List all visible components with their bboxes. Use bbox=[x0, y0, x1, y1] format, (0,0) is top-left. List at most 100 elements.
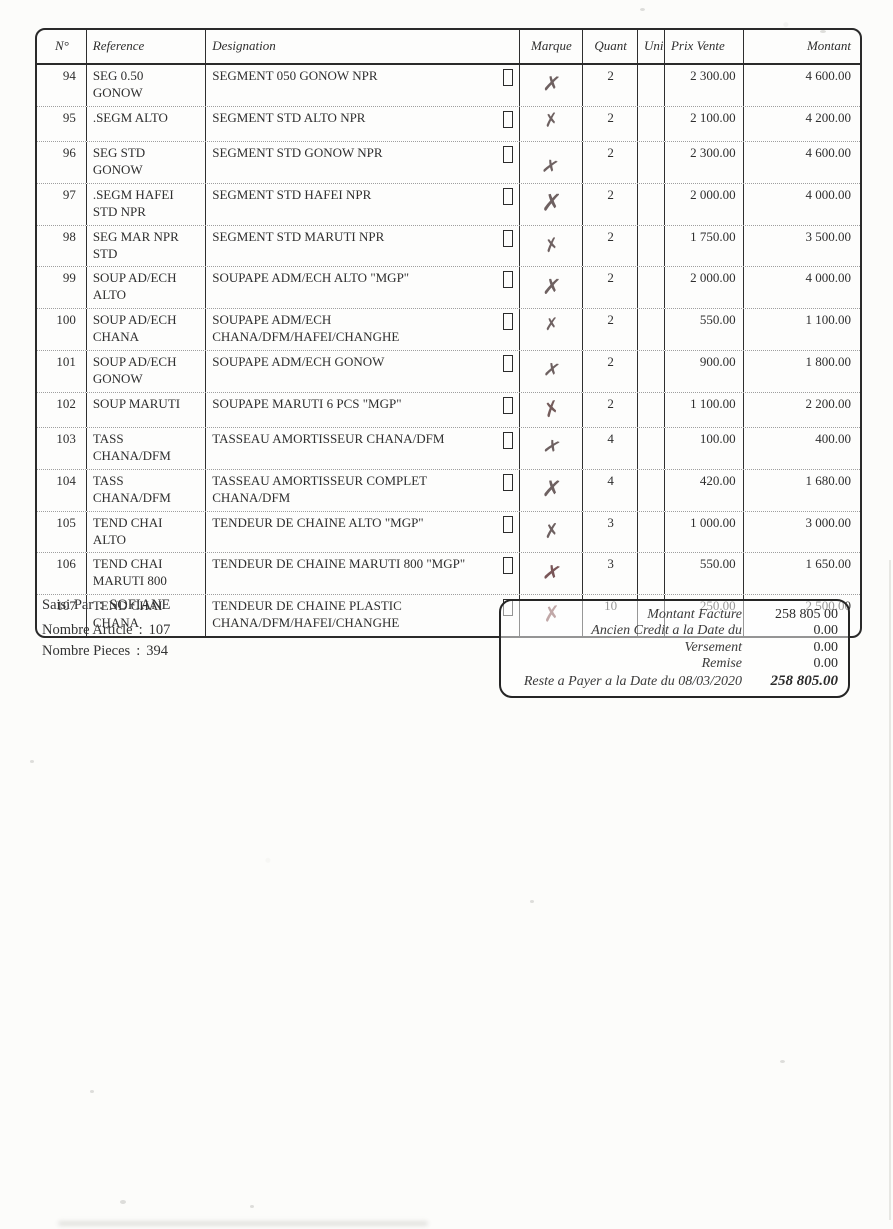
table-row: 101 SOUP AD/ECH GONOW SOUPAPE ADM/ECH GO… bbox=[37, 349, 860, 392]
header-unit: Unit bbox=[638, 30, 665, 63]
designation-text: TASSEAU AMORTISSEUR CHANA/DFM bbox=[212, 431, 445, 447]
ancien-credit-label: Ancien Credit a la Date du bbox=[591, 623, 742, 639]
cell-marque: ✗ bbox=[520, 428, 584, 469]
saisi-par-line: Saisi Par: SOFIANE bbox=[42, 597, 170, 614]
cell-designation: SEGMENT STD HAFEI NPR bbox=[206, 183, 520, 225]
handwritten-x-mark-icon: ✗ bbox=[540, 558, 563, 587]
cell-marque: ✗ bbox=[520, 65, 584, 106]
cell-designation: SOUPAPE MARUTI 6 PCS "MGP" bbox=[206, 392, 520, 428]
cell-designation: TENDEUR DE CHAINE PLASTIC CHANA/DFM/HAFE… bbox=[206, 595, 520, 636]
cell-reference: TASS CHANA/DFM bbox=[87, 469, 207, 511]
totals-row-versement: Versement 0.00 bbox=[511, 640, 838, 655]
cell-prix-vente: 1 000.00 bbox=[665, 511, 744, 553]
cell-item-number: 101 bbox=[37, 350, 87, 392]
cell-prix-vente: 550.00 bbox=[665, 309, 744, 350]
cell-marque: ✗ bbox=[520, 511, 584, 553]
cell-prix-vente: 2 300.00 bbox=[665, 65, 744, 106]
cell-reference: TASS CHANA/DFM bbox=[87, 428, 207, 469]
table-header-row: N° Reference Designation Marque Quant Un… bbox=[37, 30, 860, 65]
cell-quantity: 2 bbox=[583, 392, 639, 428]
cell-unit bbox=[638, 65, 665, 106]
handwritten-x-mark-icon: ✗ bbox=[541, 108, 560, 132]
cell-unit bbox=[638, 225, 665, 267]
nombre-pieces-value: 394 bbox=[146, 643, 168, 659]
cell-unit bbox=[638, 428, 665, 469]
handwritten-x-mark-icon: ✗ bbox=[540, 188, 563, 218]
missing-character-box-icon bbox=[502, 473, 513, 491]
cell-marque: ✗ bbox=[520, 225, 584, 267]
cell-reference: TEND CHAI ALTO bbox=[87, 511, 207, 553]
handwritten-x-mark-icon: ✗ bbox=[540, 434, 563, 461]
nombre-pieces-line: Nombre Pieces:394 bbox=[42, 643, 170, 660]
cell-item-number: 97 bbox=[37, 183, 87, 225]
missing-character-box-icon bbox=[502, 354, 513, 372]
designation-text: TASSEAU AMORTISSEUR COMPLET CHANA/DFM bbox=[212, 472, 428, 505]
cell-montant: 2 200.00 bbox=[805, 395, 852, 411]
designation-text: SOUPAPE ADM/ECH GONOW bbox=[212, 353, 385, 369]
saisi-par-label: Saisi Par bbox=[42, 597, 94, 613]
separator: : bbox=[99, 597, 104, 613]
table-row: 99 SOUP AD/ECH ALTO SOUPAPE ADM/ECH ALTO… bbox=[37, 266, 860, 309]
remise-value: 0.00 bbox=[813, 656, 839, 672]
cell-prix-vente: 2 000.00 bbox=[665, 267, 744, 309]
cell-unit bbox=[638, 392, 665, 428]
header-reference: Reference bbox=[87, 30, 207, 63]
invoice-items-table: N° Reference Designation Marque Quant Un… bbox=[35, 28, 862, 638]
cell-unit bbox=[638, 511, 665, 553]
totals-row-remise: Remise 0.00 bbox=[511, 656, 838, 671]
cell-marque: ✗ bbox=[520, 183, 584, 225]
cell-unit bbox=[638, 142, 665, 183]
cell-reference: SOUP MARUTI bbox=[87, 392, 207, 428]
table-row: 102 SOUP MARUTI SOUPAPE MARUTI 6 PCS "MG… bbox=[37, 391, 860, 428]
handwritten-x-mark-icon: ✗ bbox=[541, 273, 562, 300]
saisi-par-value: SOFIANE bbox=[109, 597, 171, 613]
cell-item-number: 94 bbox=[37, 65, 87, 106]
cell-item-number: 95 bbox=[37, 106, 87, 142]
cell-marque: ✗ bbox=[520, 553, 584, 595]
scan-speck bbox=[30, 760, 34, 763]
cell-item-number: 105 bbox=[37, 511, 87, 553]
header-designation: Designation bbox=[206, 30, 520, 63]
cell-reference: SOUP AD/ECH GONOW bbox=[87, 350, 207, 392]
table-row: 106 TEND CHAI MARUTI 800 TENDEUR DE CHAI… bbox=[37, 552, 860, 595]
cell-reference: SEG STD GONOW bbox=[87, 142, 207, 183]
cell-unit bbox=[638, 106, 665, 142]
cell-quantity: 2 bbox=[583, 350, 639, 392]
cell-designation: SEGMENT 050 GONOW NPR bbox=[206, 65, 520, 106]
cell-quantity: 4 bbox=[583, 428, 639, 469]
cell-prix-vente: 1 100.00 bbox=[665, 392, 744, 428]
cell-designation: SOUPAPE ADM/ECH GONOW bbox=[206, 350, 520, 392]
cell-quantity: 2 bbox=[583, 65, 639, 106]
missing-character-box-icon bbox=[502, 146, 513, 164]
cell-quantity: 2 bbox=[583, 309, 639, 350]
table-row: 103 TASS CHANA/DFM TASSEAU AMORTISSEUR C… bbox=[37, 427, 860, 469]
cell-designation: SOUPAPE ADM/ECH CHANA/DFM/HAFEI/CHANGHE bbox=[206, 309, 520, 350]
cell-designation: TENDEUR DE CHAINE ALTO "MGP" bbox=[206, 511, 520, 553]
cell-unit bbox=[638, 553, 665, 595]
cell-montant: 3 000.00 bbox=[805, 514, 852, 530]
handwritten-x-mark-icon: ✗ bbox=[543, 314, 559, 335]
separator: : bbox=[138, 622, 143, 638]
cell-item-number: 106 bbox=[37, 553, 87, 595]
cell-montant: 1 650.00 bbox=[805, 556, 852, 572]
table-row: 98 SEG MAR NPR STD SEGMENT STD MARUTI NP… bbox=[37, 224, 860, 267]
cell-quantity: 2 bbox=[583, 106, 639, 142]
missing-character-box-icon bbox=[502, 271, 513, 289]
ancien-credit-value: 0.00 bbox=[813, 623, 839, 639]
cell-marque: ✗ bbox=[520, 469, 584, 511]
cell-quantity: 2 bbox=[583, 267, 639, 309]
cell-item-number: 96 bbox=[37, 142, 87, 183]
cell-prix-vente: 2 300.00 bbox=[665, 142, 744, 183]
cell-designation: SEGMENT STD ALTO NPR bbox=[206, 106, 520, 142]
designation-text: TENDEUR DE CHAINE PLASTIC CHANA/DFM/HAFE… bbox=[212, 598, 402, 631]
table-row: 100 SOUP AD/ECH CHANA SOUPAPE ADM/ECH CH… bbox=[37, 308, 860, 350]
remise-label: Remise bbox=[701, 656, 742, 672]
designation-text: SOUPAPE ADM/ECH CHANA/DFM/HAFEI/CHANGHE bbox=[212, 312, 400, 345]
scan-smudge bbox=[58, 1221, 428, 1226]
header-prix-vente: Prix Vente bbox=[665, 30, 744, 63]
totals-row-ancien-credit: Ancien Credit a la Date du 0.00 bbox=[511, 623, 838, 638]
cell-unit bbox=[638, 267, 665, 309]
cell-unit bbox=[638, 309, 665, 350]
designation-text: SOUPAPE ADM/ECH ALTO "MGP" bbox=[212, 270, 410, 286]
cell-montant: 4 000.00 bbox=[805, 186, 852, 202]
